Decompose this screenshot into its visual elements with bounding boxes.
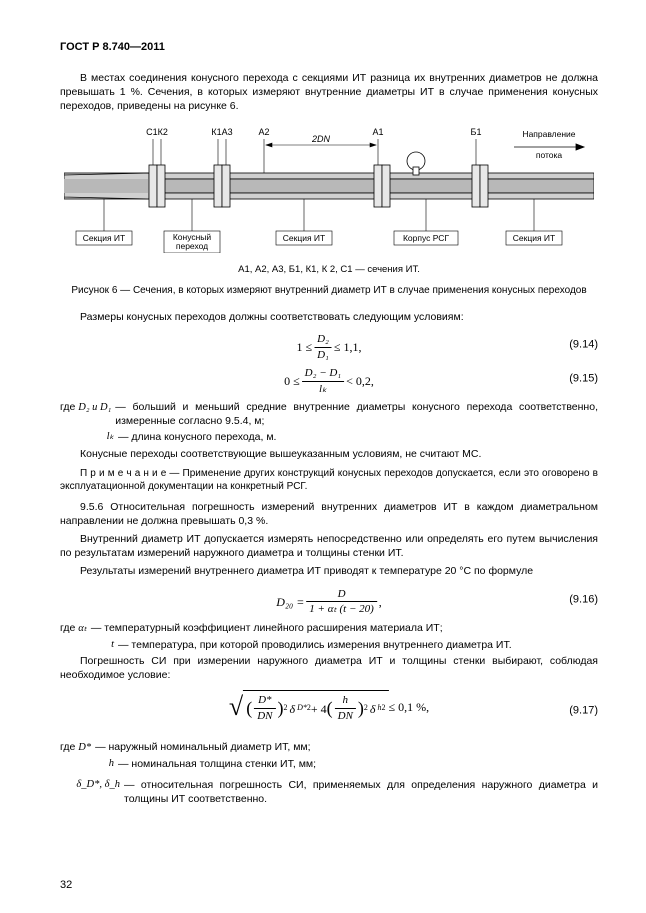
eq-num-914: (9.14) [569,338,598,353]
para-not-ms: Конусные переходы соответствующие вышеук… [60,447,598,461]
where-block-2: где αₜ — температурный коэффициент линей… [60,621,598,652]
lbl-sec3: Секция ИТ [513,233,555,243]
lbl-k1a3: К1А3 [211,127,232,137]
lbl-b1: Б1 [471,127,482,137]
lbl-sec2: Секция ИТ [283,233,325,243]
para-si-error: Погрешность СИ при измерении наружного д… [60,654,598,682]
figure-legend: А1, А2, А3, Б1, К1, К 2, С1 — сечения ИТ… [60,264,598,277]
para-956: 9.5.6 Относительная погрешность измерени… [60,500,598,528]
sqrt-icon: √ [229,694,243,720]
document-page: ГОСТ Р 8.740—2011 В местах соединения ко… [0,0,646,913]
note-1: П р и м е ч а н и е — Применение других … [60,467,598,494]
lbl-flow1: Направление [522,129,575,139]
para-temp20: Результаты измерений внутреннего диаметр… [60,564,598,578]
formula-916: D₂₀ = D 1 + αₜ (t − 20) , (9.16) [60,587,598,613]
lbl-2dn: 2DN [311,134,331,144]
paragraph-intro: В местах соединения конусного перехода с… [60,71,598,114]
eq-num-916: (9.16) [569,592,598,607]
formula-915: 0 ≤ D₂ − D₁ lₖ < 0,2, (9.15) [60,366,598,392]
figure-caption: Рисунок 6 — Сечения, в которых измеряют … [60,284,598,298]
doc-header: ГОСТ Р 8.740—2011 [60,40,598,55]
lbl-flow2: потока [536,150,563,160]
where-prefix: где [60,401,78,413]
figure-6: С1К2 К1А3 А2 2DN А1 Б1 Направление поток… [60,123,598,257]
lbl-c1k2: С1К2 [146,127,168,137]
page-number: 32 [60,878,72,893]
eq-num-917: (9.17) [569,704,598,719]
para-conditions: Размеры конусных переходов должны соотве… [60,310,598,324]
formula-917: √ ( D* DN )2 δD*2 + 4 ( h DN )2 [60,690,598,732]
formula-914: 1 ≤ D₂ D₁ ≤ 1,1, (9.14) [60,332,598,358]
lbl-sec1: Секция ИТ [83,233,125,243]
lbl-rsg: Корпус РСГ [403,233,449,243]
lbl-a1: А1 [372,127,383,137]
where-block-3: где D* — наружный номинальный диаметр ИТ… [60,740,598,806]
eq-num-915: (9.15) [569,372,598,387]
pipe-diagram: С1К2 К1А3 А2 2DN А1 Б1 Направление поток… [64,123,594,253]
where-block-1: где D₂ и D₁ — больший и меньший средние … [60,400,598,445]
lbl-cone2: переход [176,241,208,251]
para-inner-diam: Внутренний диаметр ИТ допускается измеря… [60,532,598,560]
lbl-a2: А2 [258,127,269,137]
